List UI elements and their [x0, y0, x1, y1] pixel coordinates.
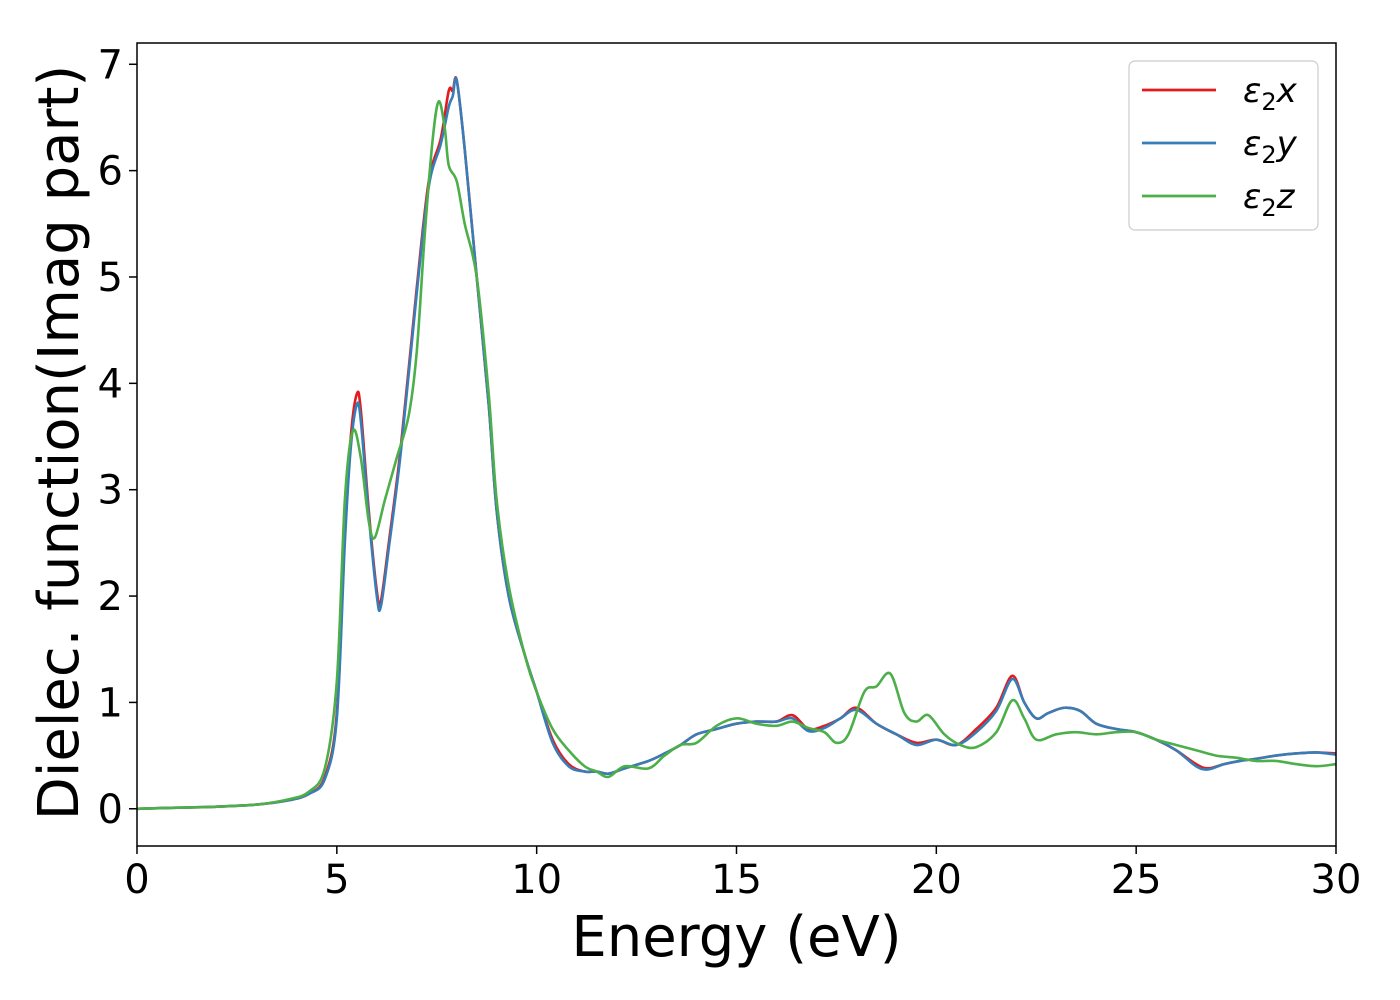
x-tick-label: 10 — [511, 857, 562, 903]
series-line-z — [137, 100, 1336, 811]
y-tick-label: 4 — [98, 361, 123, 407]
x-axis-title: Energy (eV) — [571, 905, 901, 970]
legend-label-y: ε2y — [1243, 124, 1298, 169]
legend-box — [1128, 60, 1319, 231]
y-axis-title: Dielec. function(Imag part) — [27, 65, 92, 821]
x-tick-label: 5 — [324, 857, 349, 903]
legend-label-x: ε2x — [1243, 71, 1298, 116]
x-tick-label: 30 — [1311, 857, 1362, 903]
x-tick-label: 25 — [1111, 857, 1162, 903]
y-tick-label: 0 — [98, 787, 123, 833]
y-tick-label: 7 — [98, 42, 123, 88]
y-tick-label: 2 — [98, 574, 123, 620]
y-tick-label: 1 — [98, 680, 123, 726]
y-tick-label: 5 — [98, 255, 123, 301]
y-tick-label: 6 — [98, 149, 123, 195]
y-tick-label: 3 — [98, 468, 123, 514]
x-tick-label: 20 — [911, 857, 962, 903]
legend-label-z: ε2z — [1243, 177, 1296, 222]
ticks-layer: 0 5 10 15 20 25 30 0 1 2 3 4 5 6 7 — [98, 42, 1362, 903]
x-tick-label: 0 — [124, 857, 149, 903]
series-layer — [137, 76, 1336, 811]
legend: ε2x ε2y ε2z — [1128, 60, 1319, 231]
x-tick-label: 15 — [711, 857, 762, 903]
